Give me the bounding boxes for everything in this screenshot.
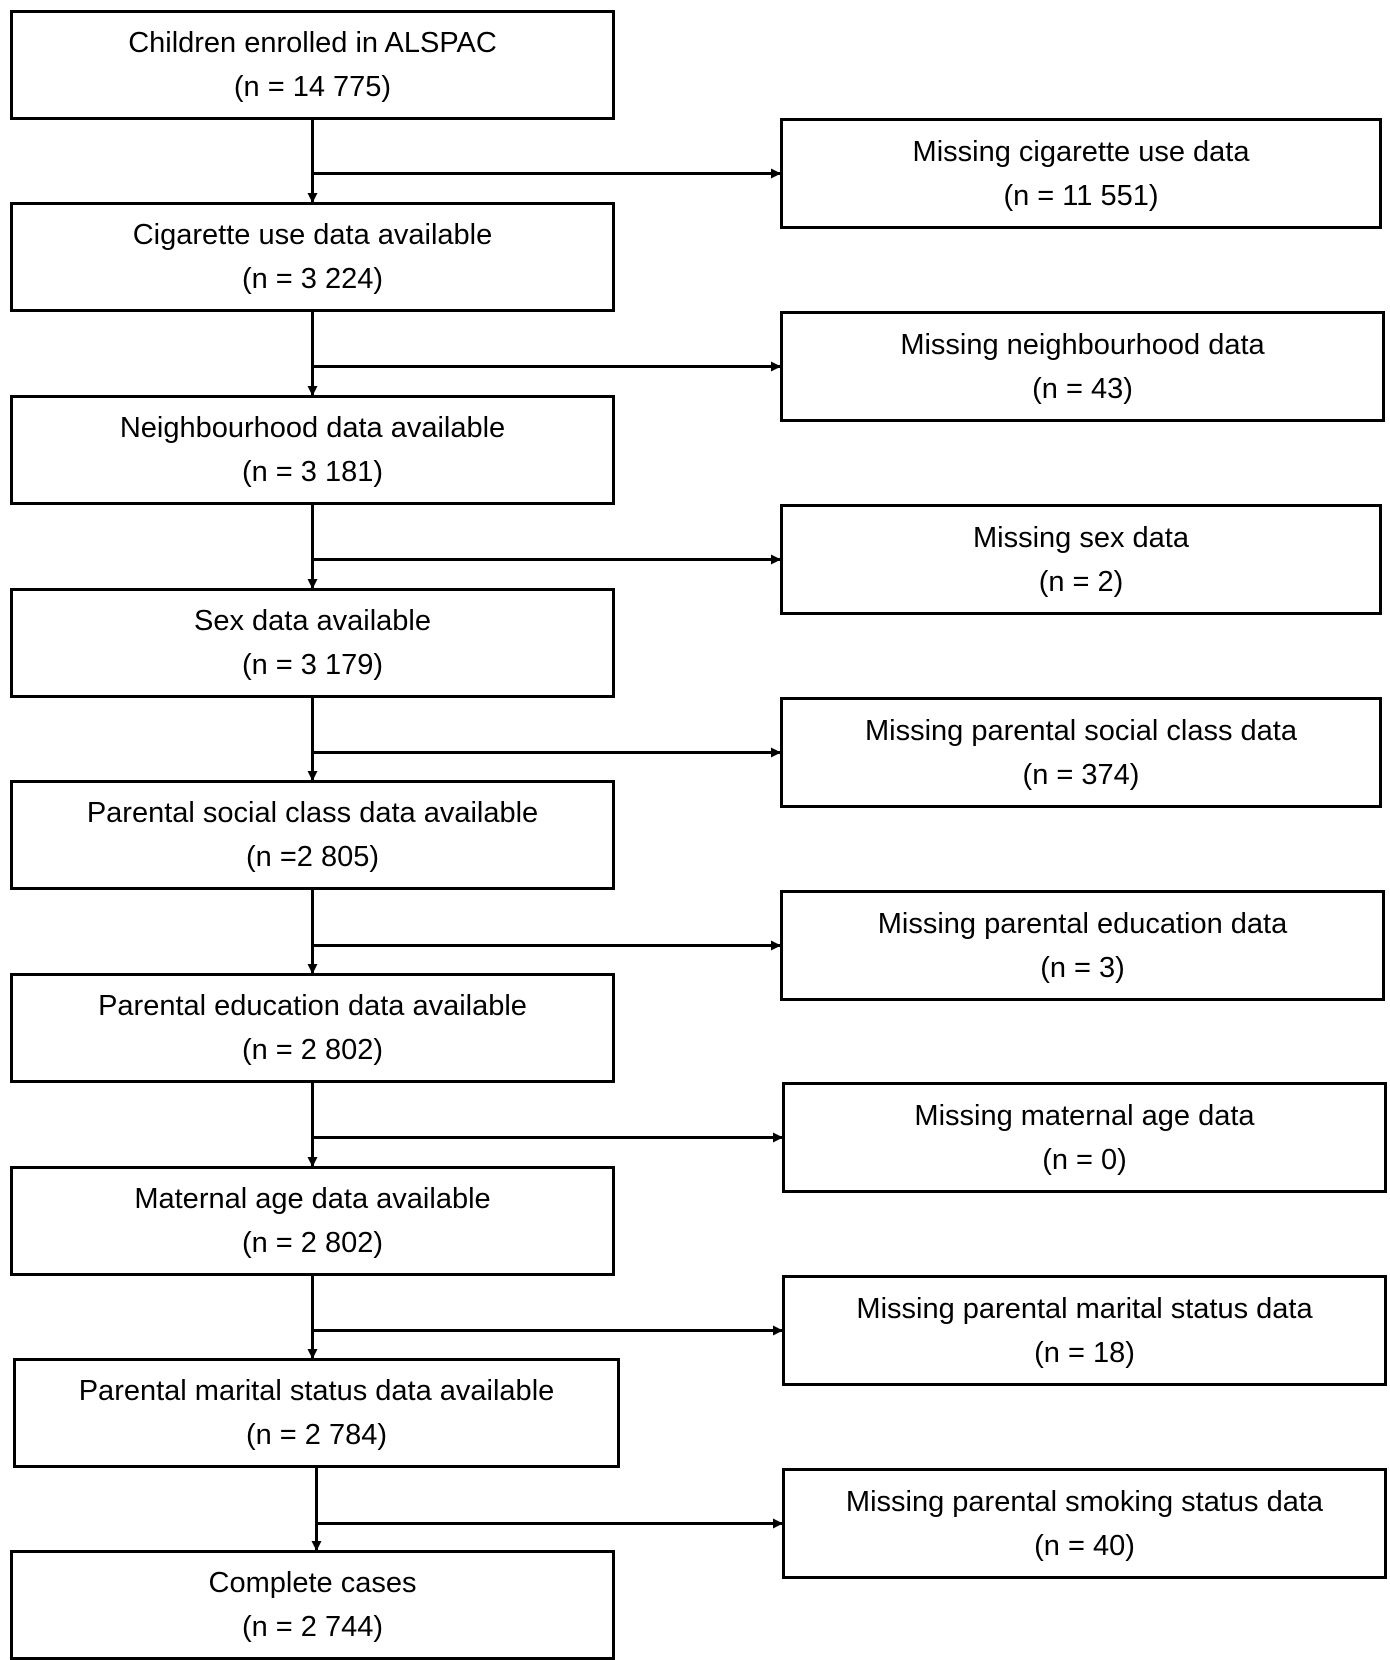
exclusion-count: (n = 2) bbox=[1038, 565, 1124, 598]
exclusion-box: Missing parental smoking status data (n … bbox=[782, 1468, 1387, 1579]
exclusion-label: Missing parental education data bbox=[877, 907, 1288, 940]
exclusion-box: Missing parental education data (n = 3) bbox=[780, 890, 1385, 1001]
main-step-box: Parental marital status data available (… bbox=[13, 1358, 620, 1468]
exclusion-label: Missing cigarette use data bbox=[912, 135, 1250, 168]
step-label: Parental education data available bbox=[98, 990, 527, 1022]
step-count: (n =2 805) bbox=[245, 841, 379, 873]
step-label: Maternal age data available bbox=[134, 1183, 491, 1215]
main-step-box: Cigarette use data available (n = 3 224) bbox=[10, 202, 615, 312]
step-count: (n = 2 784) bbox=[245, 1419, 388, 1451]
exclusion-count: (n = 0) bbox=[1042, 1143, 1127, 1176]
main-step-box: Parental education data available (n = 2… bbox=[10, 973, 615, 1083]
step-label: Sex data available bbox=[194, 605, 431, 637]
step-label: Parental marital status data available bbox=[78, 1375, 555, 1407]
exclusion-count: (n = 43) bbox=[1032, 372, 1133, 405]
step-count: (n = 14 775) bbox=[233, 71, 392, 103]
exclusion-label: Missing sex data bbox=[973, 521, 1189, 554]
step-label: Neighbourhood data available bbox=[119, 412, 506, 444]
exclusion-label: Missing parental marital status data bbox=[856, 1292, 1313, 1325]
step-label: Children enrolled in ALSPAC bbox=[128, 27, 497, 59]
exclusion-box: Missing cigarette use data (n = 11 551) bbox=[780, 118, 1382, 229]
step-label: Cigarette use data available bbox=[132, 219, 493, 251]
step-label: Parental social class data available bbox=[86, 797, 539, 829]
main-step-box: Complete cases (n = 2 744) bbox=[10, 1550, 615, 1660]
exclusion-box: Missing sex data (n = 2) bbox=[780, 504, 1382, 615]
exclusion-count: (n = 11 551) bbox=[1003, 179, 1159, 212]
step-count: (n = 2 802) bbox=[241, 1227, 384, 1259]
exclusion-label: Missing parental social class data bbox=[865, 714, 1297, 747]
exclusion-label: Missing neighbourhood data bbox=[900, 328, 1265, 361]
exclusion-box: Missing maternal age data (n = 0) bbox=[782, 1082, 1387, 1193]
exclusion-count: (n = 3) bbox=[1040, 951, 1125, 984]
exclusion-count: (n = 40) bbox=[1034, 1529, 1135, 1562]
main-step-box: Parental social class data available (n … bbox=[10, 780, 615, 890]
step-count: (n = 2 802) bbox=[241, 1034, 384, 1066]
exclusion-count: (n = 374) bbox=[1022, 758, 1140, 791]
step-label: Complete cases bbox=[208, 1567, 417, 1599]
exclusion-label: Missing parental smoking status data bbox=[845, 1485, 1324, 1518]
exclusion-label: Missing maternal age data bbox=[914, 1099, 1255, 1132]
exclusion-box: Missing parental social class data (n = … bbox=[780, 697, 1382, 808]
main-step-box: Neighbourhood data available (n = 3 181) bbox=[10, 395, 615, 505]
step-count: (n = 3 224) bbox=[241, 263, 384, 295]
step-count: (n = 2 744) bbox=[241, 1611, 384, 1643]
exclusion-box: Missing neighbourhood data (n = 43) bbox=[780, 311, 1385, 422]
main-step-box: Children enrolled in ALSPAC (n = 14 775) bbox=[10, 10, 615, 120]
step-count: (n = 3 179) bbox=[241, 649, 384, 681]
step-count: (n = 3 181) bbox=[241, 456, 384, 488]
exclusion-box: Missing parental marital status data (n … bbox=[782, 1275, 1387, 1386]
main-step-box: Sex data available (n = 3 179) bbox=[10, 588, 615, 698]
exclusion-count: (n = 18) bbox=[1034, 1336, 1135, 1369]
main-step-box: Maternal age data available (n = 2 802) bbox=[10, 1166, 615, 1276]
